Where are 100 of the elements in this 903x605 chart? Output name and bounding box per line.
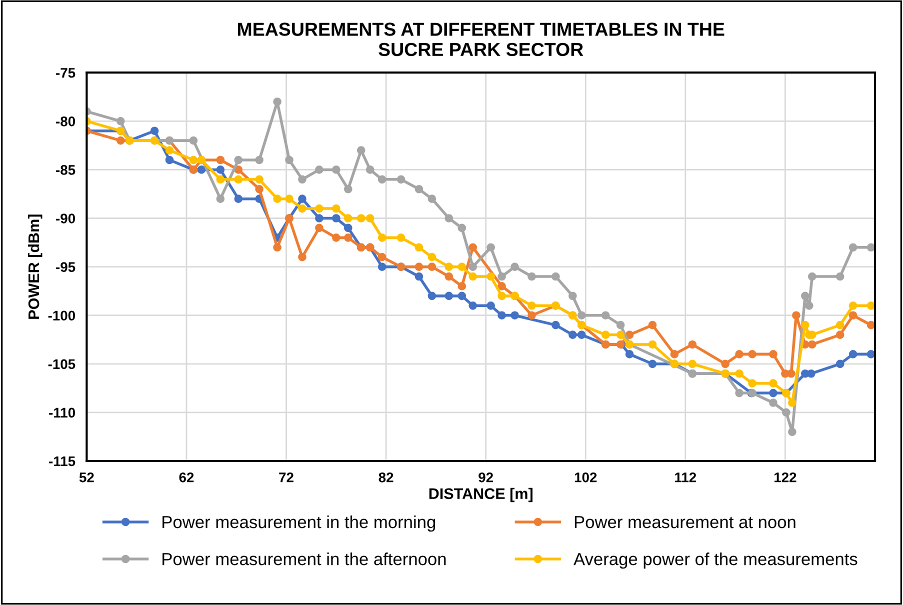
point [458, 262, 466, 271]
point [332, 204, 340, 213]
point [366, 214, 374, 222]
point [315, 204, 324, 213]
point [788, 398, 796, 407]
point [688, 340, 697, 349]
point [378, 252, 386, 262]
x-tick-label: 52 [79, 472, 94, 482]
point [255, 184, 264, 194]
point [568, 330, 577, 339]
point [332, 234, 340, 242]
point [285, 156, 294, 164]
point [808, 272, 816, 281]
point [498, 311, 506, 320]
point [285, 194, 294, 203]
point [468, 301, 478, 310]
y-tick-label: -95 [56, 262, 76, 272]
point [735, 388, 744, 398]
x-tick-label: 72 [279, 472, 294, 482]
point [552, 272, 560, 281]
point [116, 116, 125, 126]
point [848, 350, 858, 358]
y-axis-title: POWER [dBm] [28, 214, 42, 319]
point [458, 292, 466, 300]
point [165, 146, 174, 154]
x-tick-label: 112 [675, 472, 696, 482]
point [344, 234, 352, 242]
point [428, 292, 436, 300]
legend-label: Power measurement in the afternoon [162, 552, 446, 566]
point [788, 428, 796, 436]
point [568, 292, 577, 300]
point [735, 369, 744, 378]
point [444, 214, 454, 222]
point [787, 369, 796, 378]
point [616, 320, 625, 330]
point [344, 224, 352, 232]
point [800, 320, 810, 330]
point [468, 262, 478, 271]
point [315, 166, 324, 174]
point [428, 262, 436, 271]
point [498, 282, 506, 290]
point [769, 350, 778, 358]
y-tick-label: -80 [56, 116, 76, 126]
point [808, 340, 816, 349]
chart-title: MEASUREMENTS AT DIFFERENT TIMETABLES IN THE SUCRE PARK SECTOR [238, 22, 724, 56]
point [486, 243, 495, 252]
point [315, 214, 324, 222]
point [648, 320, 657, 330]
y-tick-label: -85 [56, 165, 76, 175]
x-tick-label: 92 [478, 472, 494, 482]
point [848, 311, 858, 320]
y-tick-label: -100 [48, 310, 76, 321]
point [670, 350, 679, 358]
point [468, 243, 478, 252]
point [298, 194, 306, 203]
point [836, 330, 844, 339]
point [150, 126, 159, 136]
point [428, 252, 436, 262]
point [197, 166, 206, 174]
point [378, 262, 386, 271]
point [800, 292, 810, 300]
point [836, 320, 844, 330]
point [378, 234, 386, 242]
point [486, 272, 495, 281]
point [216, 194, 225, 203]
point [528, 272, 536, 281]
point [648, 360, 657, 368]
point [444, 292, 454, 300]
point [396, 175, 406, 184]
point [298, 252, 306, 262]
point [648, 340, 657, 349]
x-tick-label: 62 [179, 472, 194, 482]
point [444, 272, 454, 281]
legend-label: Power measurement at noon [574, 516, 796, 528]
point [498, 272, 506, 281]
point [344, 214, 352, 222]
point [428, 194, 436, 203]
point [601, 330, 610, 339]
point [769, 398, 778, 407]
point [189, 136, 198, 145]
point [804, 301, 814, 310]
x-axis-title: DISTANCE [m] [429, 488, 532, 502]
point [273, 98, 282, 106]
x-tick-label: 102 [574, 472, 597, 482]
point [735, 350, 744, 358]
point [332, 214, 340, 222]
point [748, 379, 756, 388]
point [298, 204, 306, 213]
point [528, 311, 536, 320]
y-tick-label: -90 [56, 214, 76, 224]
point [769, 388, 778, 398]
point [748, 350, 756, 358]
y-tick-label: -105 [48, 359, 76, 370]
point [782, 408, 790, 417]
point [528, 301, 536, 310]
point [577, 330, 586, 339]
point [414, 184, 424, 194]
point [396, 234, 406, 242]
y-tick-label: -75 [56, 68, 76, 78]
point [836, 360, 844, 368]
